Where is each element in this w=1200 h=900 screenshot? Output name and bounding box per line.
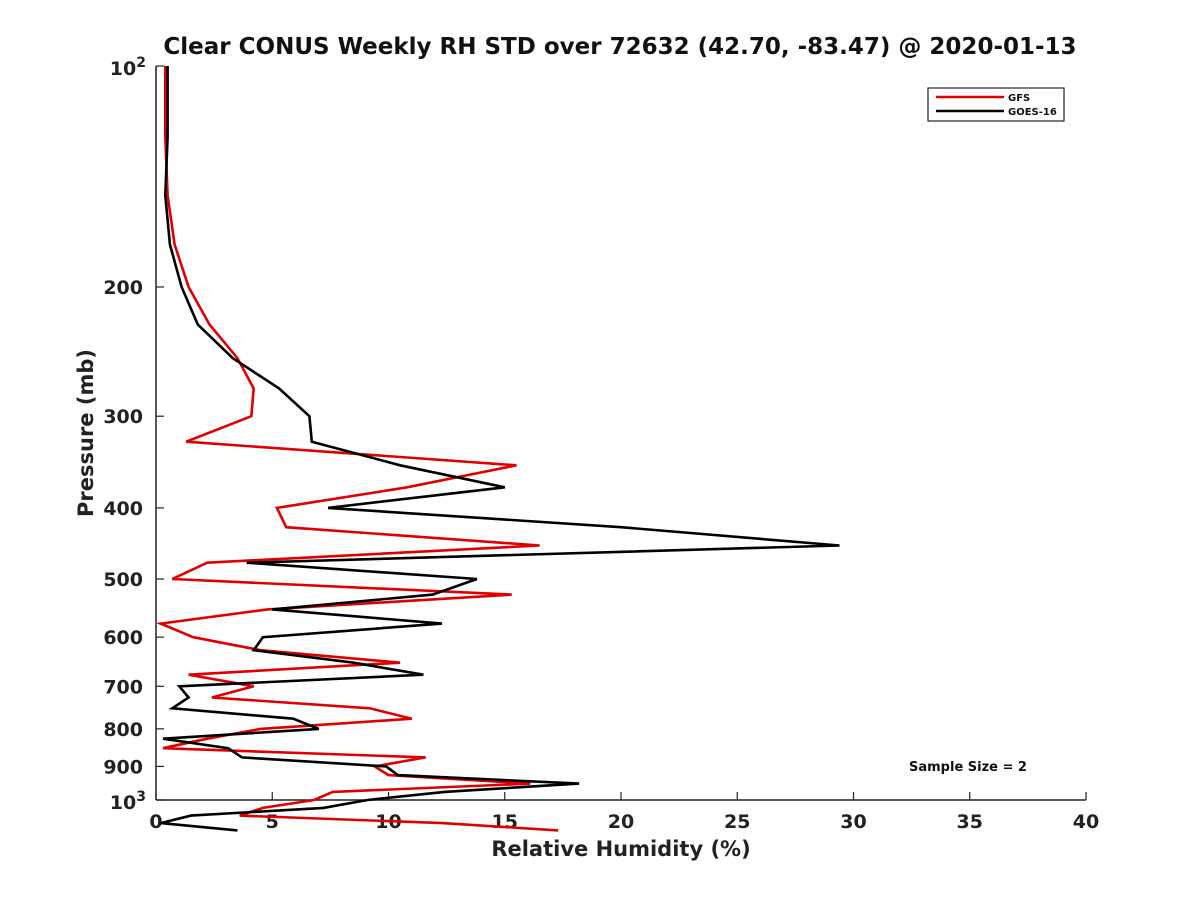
x-tick-label: 0 xyxy=(149,811,162,833)
y-tick-label-exponent: 2 xyxy=(136,55,146,71)
y-tick-label: 103 xyxy=(110,789,146,814)
y-tick-label: 800 xyxy=(103,719,143,741)
series-layer xyxy=(155,66,840,832)
x-tick-label: 30 xyxy=(840,811,866,833)
x-tick-label: 5 xyxy=(266,811,279,833)
y-tick-label: 900 xyxy=(103,756,143,778)
chart-title: Clear CONUS Weekly RH STD over 72632 (42… xyxy=(163,34,1076,60)
y-tick-label: 500 xyxy=(103,569,143,591)
legend: GFS GOES-16 xyxy=(927,87,1065,122)
x-tick-label: 20 xyxy=(608,811,634,833)
y-tick-label-base: 10 xyxy=(110,58,136,80)
x-axis-ticks: 0 5 10 15 20 25 30 35 40 xyxy=(149,792,1099,833)
x-tick-label: 40 xyxy=(1073,811,1099,833)
legend-box xyxy=(927,87,1065,122)
legend-label-gfs: GFS xyxy=(1008,93,1030,104)
y-tick-label: 400 xyxy=(103,498,143,520)
y-tick-label: 600 xyxy=(103,627,143,649)
y-tick-label: 102 xyxy=(110,55,146,80)
x-tick-label: 35 xyxy=(957,811,983,833)
y-axis-label: Pressure (mb) xyxy=(74,349,98,517)
y-tick-label: 200 xyxy=(103,277,143,299)
y-tick-label: 300 xyxy=(103,406,143,428)
y-tick-label-base: 10 xyxy=(110,792,136,814)
legend-label-goes16: GOES-16 xyxy=(1008,107,1057,118)
x-tick-label: 25 xyxy=(724,811,750,833)
x-axis-label: Relative Humidity (%) xyxy=(491,837,750,861)
y-tick-label: 700 xyxy=(103,676,143,698)
x-tick-label: 15 xyxy=(492,811,518,833)
series-line-goes-16 xyxy=(160,66,840,832)
y-tick-label-exponent: 3 xyxy=(136,789,146,805)
sample-size-annotation: Sample Size = 2 xyxy=(909,760,1027,775)
